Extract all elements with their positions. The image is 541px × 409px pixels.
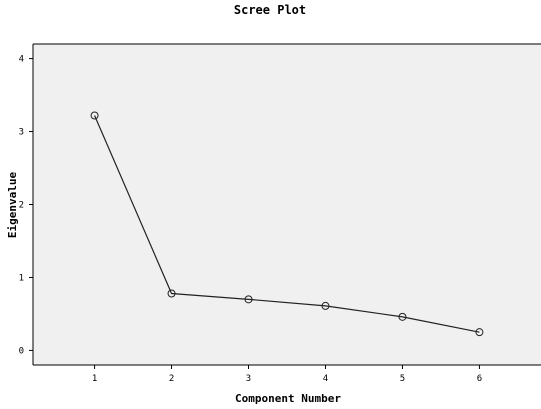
x-tick-label: 4 xyxy=(323,374,328,384)
plot-area xyxy=(33,44,541,365)
data-point xyxy=(167,289,176,298)
y-tick-label: 4 xyxy=(19,55,24,65)
data-point xyxy=(398,312,407,321)
x-tick-label: 5 xyxy=(400,374,405,384)
y-tick-label: 1 xyxy=(19,273,24,283)
x-tick-label: 6 xyxy=(477,374,482,384)
x-tick-label: 3 xyxy=(246,374,251,384)
x-tick-label: 1 xyxy=(92,374,97,384)
x-ticks: 1 2 3 4 5 6 xyxy=(92,365,482,384)
series-layer xyxy=(90,111,484,337)
x-tick-label: 2 xyxy=(169,374,174,384)
data-point xyxy=(475,328,484,337)
y-tick-label: 0 xyxy=(19,346,24,356)
y-axis-label: Eigenvalue xyxy=(6,172,19,239)
y-tick-label: 3 xyxy=(19,128,24,138)
x-axis-label: Component Number xyxy=(235,392,341,405)
y-ticks: 0 1 2 3 4 xyxy=(19,55,33,356)
y-tick-label: 2 xyxy=(19,201,24,211)
data-point xyxy=(321,301,330,310)
chart-title: Scree Plot xyxy=(234,3,306,17)
data-point xyxy=(244,295,253,304)
eigenvalue-line xyxy=(94,115,480,333)
data-point xyxy=(90,111,99,120)
